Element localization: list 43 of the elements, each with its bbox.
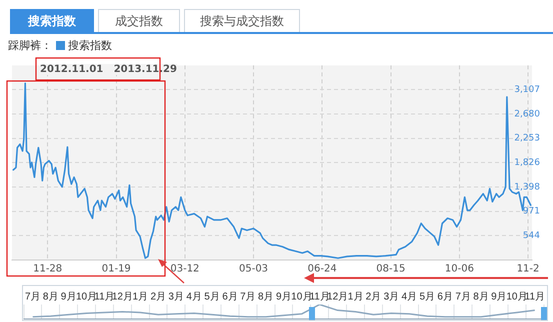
x-tick-label: 12月 <box>327 291 348 302</box>
x-tick-label: 9月 <box>276 291 292 302</box>
legend-title: 踩脚裤： <box>8 39 52 52</box>
x-tick-label: 11-2 <box>516 264 540 275</box>
x-tick-label: 4月 <box>402 291 418 302</box>
x-tick-label: 01-19 <box>102 264 131 275</box>
x-tick-label: 5月 <box>419 291 436 302</box>
x-tick-label: 8月 <box>473 291 489 302</box>
x-tick-label: 1月 <box>132 291 148 302</box>
y-tick-label: 2,680 <box>514 109 540 120</box>
y-tick-label: 2,253 <box>514 134 540 144</box>
x-tick-label: 3月 <box>168 291 184 302</box>
x-tick-label: 06-24 <box>308 264 337 275</box>
x-tick-label: 9月 <box>60 291 76 302</box>
x-tick-label: 11-28 <box>33 264 62 275</box>
x-tick-label: 4月 <box>186 291 202 302</box>
legend-label: 搜索指数 <box>68 39 112 52</box>
x-tick-label: 1月 <box>348 291 364 302</box>
y-tick-label: 1,398 <box>514 182 540 192</box>
text: 成交指数 <box>98 9 180 32</box>
x-tick-label: 11月 <box>524 291 546 302</box>
x-tick-label: 9月 <box>491 291 507 302</box>
y-tick-label: 971 <box>522 206 540 217</box>
x-tick-label: 5月 <box>204 291 220 302</box>
y-tick-label: 1,826 <box>514 158 540 168</box>
x-tick-label: 6月 <box>222 291 238 302</box>
x-tick-label: 8月 <box>42 291 58 302</box>
x-tick-label: 7月 <box>24 291 41 302</box>
x-tick-label: 05-03 <box>238 264 268 275</box>
x-tick-label: 08-15 <box>376 264 406 275</box>
x-tick-label: 7月 <box>455 291 471 302</box>
x-tick-label: 2月 <box>150 291 166 302</box>
x-tick-label: 7月 <box>240 291 256 302</box>
x-tick-label: 10-06 <box>444 264 474 275</box>
x-tick-label: 03-12 <box>170 264 200 275</box>
y-tick-label: 544 <box>522 231 540 242</box>
x-tick-label: 2月 <box>366 291 382 302</box>
y-tick-label: 3,107 <box>514 85 540 96</box>
x-tick-label: 8月 <box>258 291 274 302</box>
text: 搜索与成交指数 <box>184 9 300 32</box>
x-tick-label: 3月 <box>384 291 400 302</box>
x-tick-label: 6月 <box>437 291 453 302</box>
x-tick-label: 12月 <box>112 291 133 302</box>
